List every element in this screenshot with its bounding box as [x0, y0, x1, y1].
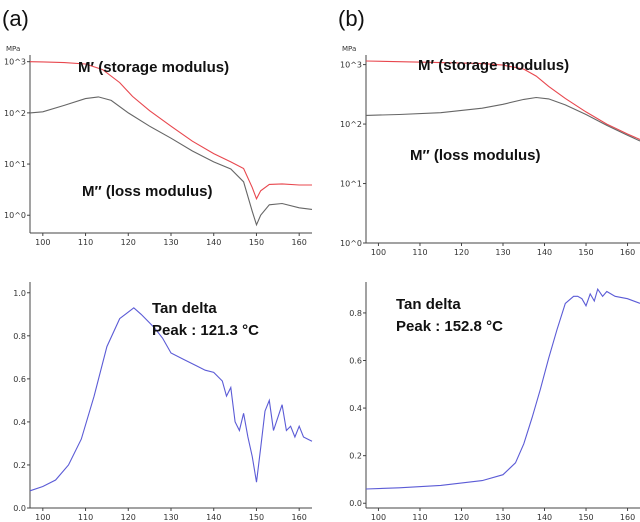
x-tick-label: 160	[292, 238, 307, 247]
y-unit-label: MPa	[6, 45, 20, 53]
x-tick-label: 110	[412, 248, 427, 257]
y-tick-label: 0.0	[13, 504, 26, 513]
annotation-label: Peak : 121.3 °C	[152, 322, 259, 339]
y-tick-label: 10^0	[340, 239, 362, 248]
series-line	[29, 307, 313, 492]
y-tick-label: 10^0	[4, 211, 26, 220]
x-tick-label: 110	[412, 513, 427, 522]
series-line	[29, 61, 312, 201]
annotation-label: M′ (storage modulus)	[78, 59, 229, 76]
annotation-label: M″ (loss modulus)	[410, 147, 541, 164]
y-tick-label: 0.2	[349, 452, 362, 461]
y-unit-label: MPa	[342, 45, 356, 53]
y-tick-label: 0.0	[349, 499, 362, 508]
x-tick-label: 100	[371, 513, 386, 522]
x-tick-label: 140	[537, 513, 552, 522]
y-tick-label: 10^1	[340, 180, 362, 189]
tan-delta-chart-b: 100 110 120 130 140 150 160 0.0 0.2 0.4 0.6 0.8 Tan …	[349, 282, 640, 522]
annotation-label: Tan delta	[152, 300, 217, 317]
y-tick-label: 0.8	[13, 332, 26, 341]
panel-a-label: (a)	[2, 6, 29, 31]
x-tick-label: 160	[292, 513, 307, 522]
annotation-label: Tan delta	[396, 296, 461, 313]
y-tick-label: 10^3	[4, 58, 26, 67]
tan-delta-chart-a: 100 110 120 130 140 150 160 0.0 0.2 0.4 0.6 0.8 1.0 T…	[13, 282, 313, 522]
x-tick-label: 140	[206, 238, 221, 247]
modulus-chart-a: MPa 100 110 120 130 140 150 160 10^3 10^2 10^1 10^0…	[4, 45, 313, 247]
x-tick-label: 100	[35, 513, 50, 522]
x-tick-label: 120	[121, 238, 136, 247]
y-tick-label: 0.6	[13, 375, 26, 384]
x-tick-label: 160	[620, 513, 635, 522]
series-line	[365, 287, 640, 490]
x-tick-label: 130	[495, 513, 510, 522]
y-tick-label: 10^2	[340, 120, 362, 129]
y-tick-label: 1.0	[13, 289, 26, 298]
x-tick-label: 100	[371, 248, 386, 257]
x-tick-label: 140	[206, 513, 221, 522]
y-tick-label: 0.4	[13, 418, 26, 427]
series-line	[29, 96, 313, 227]
y-tick-label: 0.4	[349, 404, 362, 413]
y-tick-label: 0.8	[349, 309, 362, 318]
x-tick-label: 150	[249, 513, 264, 522]
y-tick-label: 10^2	[4, 109, 26, 118]
x-tick-label: 130	[495, 248, 510, 257]
annotation-label: M″ (loss modulus)	[82, 183, 213, 200]
y-tick-label: 10^1	[4, 160, 26, 169]
x-tick-label: 120	[121, 513, 136, 522]
x-tick-label: 150	[249, 238, 264, 247]
x-tick-label: 160	[620, 248, 635, 257]
x-tick-label: 130	[163, 513, 178, 522]
x-tick-label: 120	[454, 248, 469, 257]
x-tick-label: 120	[454, 513, 469, 522]
x-tick-label: 150	[578, 513, 593, 522]
x-tick-label: 130	[163, 238, 178, 247]
modulus-chart-b: MPa 100 110 120 130 140 150 160 10^3 10^2 10^1 10^0…	[340, 45, 640, 257]
y-tick-label: 0.6	[349, 357, 362, 366]
y-tick-label: 0.2	[13, 461, 26, 470]
x-tick-label: 150	[578, 248, 593, 257]
x-tick-label: 100	[35, 238, 50, 247]
y-tick-label: 10^3	[340, 61, 362, 70]
x-tick-label: 110	[78, 513, 93, 522]
series-line	[365, 96, 640, 142]
annotation-label: Peak : 152.8 °C	[396, 318, 503, 335]
x-tick-label: 110	[78, 238, 93, 247]
x-tick-label: 140	[537, 248, 552, 257]
annotation-label: M′ (storage modulus)	[418, 57, 569, 74]
series-line	[365, 60, 640, 141]
panel-b-label: (b)	[338, 6, 365, 31]
